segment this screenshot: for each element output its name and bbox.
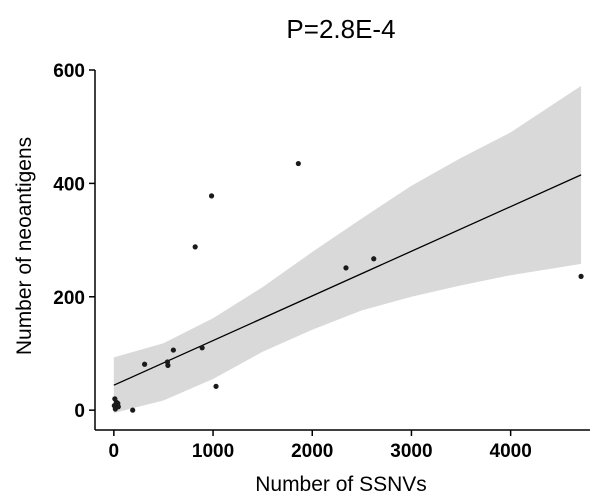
data-point bbox=[578, 273, 584, 279]
y-tick-label: 0 bbox=[74, 401, 85, 422]
x-tick-label: 0 bbox=[109, 441, 120, 462]
regression-line-layer bbox=[113, 174, 582, 386]
x-tick-label: 3000 bbox=[390, 441, 432, 462]
y-tick-label: 200 bbox=[53, 288, 85, 309]
chart-title: P=2.8E-4 bbox=[286, 14, 395, 44]
data-point bbox=[170, 347, 176, 353]
data-point bbox=[112, 406, 118, 412]
data-point bbox=[141, 361, 148, 367]
data-point bbox=[208, 193, 215, 199]
data-point bbox=[192, 244, 198, 250]
data-point bbox=[165, 362, 171, 368]
data-point bbox=[199, 345, 205, 351]
regression-line bbox=[113, 174, 582, 386]
data-point bbox=[130, 407, 136, 413]
data-point bbox=[371, 256, 377, 262]
x-tick-label: 1000 bbox=[192, 441, 234, 462]
data-point bbox=[295, 160, 301, 167]
x-tick-label: 4000 bbox=[490, 441, 532, 462]
x-tick-label: 2000 bbox=[291, 441, 333, 462]
y-axis-title: Number of neoantigens bbox=[13, 137, 36, 355]
y-tick-label: 600 bbox=[53, 61, 85, 82]
data-points-layer bbox=[111, 160, 584, 413]
data-point bbox=[213, 383, 219, 389]
confidence-band-layer bbox=[113, 85, 582, 414]
data-point bbox=[343, 265, 349, 271]
x-axis-title: Number of SSNVs bbox=[255, 473, 427, 496]
y-tick-label: 400 bbox=[53, 174, 85, 195]
axes-layer: 0 1000 2000 3000 4000 0 200 400 600 bbox=[53, 61, 590, 462]
confidence-band bbox=[113, 85, 582, 414]
